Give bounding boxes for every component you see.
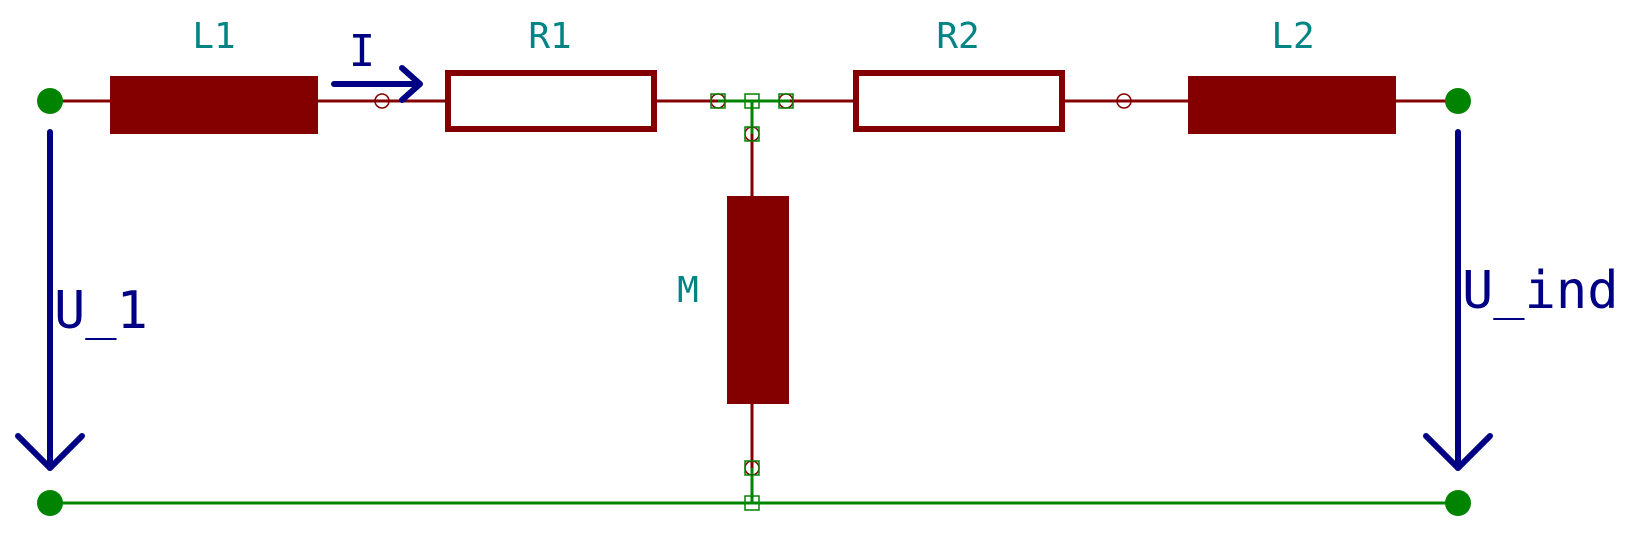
resistor-r1 xyxy=(445,70,657,132)
induced-voltage-label: U_ind xyxy=(1462,261,1619,321)
terminal-output-top xyxy=(1445,88,1471,114)
input-voltage-label: U_1 xyxy=(54,281,148,341)
resistor-r2 xyxy=(853,70,1065,132)
green-net-wires xyxy=(50,99,1458,505)
arrow-head xyxy=(15,433,85,471)
arrow-head xyxy=(399,65,423,103)
junction-square xyxy=(710,93,726,109)
current-arrow xyxy=(331,65,423,103)
voltage-arrow-induced xyxy=(1423,129,1493,471)
top-series-wires xyxy=(52,99,1458,468)
l2-label: L2 xyxy=(1271,16,1314,57)
voltage-arrow-input xyxy=(15,129,85,471)
junction-square xyxy=(744,93,760,109)
junction-square xyxy=(778,93,794,109)
terminal-output-bottom xyxy=(1445,490,1471,516)
inductor-l1 xyxy=(110,76,318,134)
terminal-input-top xyxy=(37,88,63,114)
junction-square xyxy=(744,495,760,511)
r2-label: R2 xyxy=(936,16,979,57)
pin-circle xyxy=(374,93,390,109)
r1-label: R1 xyxy=(528,16,571,57)
junction-square xyxy=(744,460,760,476)
terminals xyxy=(37,88,1471,516)
inductor-m xyxy=(727,196,789,404)
m-label: M xyxy=(677,270,699,311)
junction-squares xyxy=(710,93,794,511)
inductor-l2 xyxy=(1188,76,1396,134)
l1-label: L1 xyxy=(192,16,235,57)
current-label: I xyxy=(349,26,376,77)
junction-square xyxy=(744,126,760,142)
pin-circle xyxy=(1116,93,1132,109)
arrow-head xyxy=(1423,433,1493,471)
terminal-input-bottom xyxy=(37,490,63,516)
